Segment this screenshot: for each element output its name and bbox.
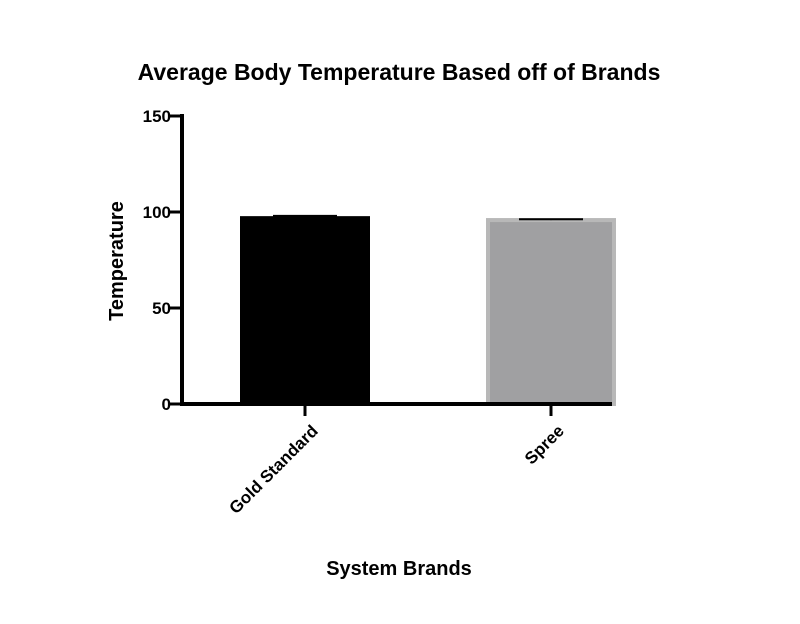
x-tick-label-1: Spree (521, 421, 568, 468)
bars-layer (240, 216, 616, 406)
y-tick-label-2: 100 (143, 203, 171, 222)
chart-title: Average Body Temperature Based off of Br… (138, 59, 661, 85)
x-axis-label: System Brands (326, 558, 472, 580)
bar-1 (486, 218, 616, 406)
y-tick-label-0: 0 (162, 395, 171, 414)
x-ticks-layer: Gold Standard Spree (226, 404, 568, 518)
y-ticks-layer: 0 50 100 150 (143, 107, 182, 414)
y-axis-label: Temperature (106, 201, 128, 321)
y-tick-label-1: 50 (152, 299, 171, 318)
bar-0 (240, 216, 370, 406)
error-bars-layer (273, 214, 583, 221)
y-tick-label-3: 150 (143, 107, 171, 126)
x-tick-label-0: Gold Standard (226, 421, 322, 517)
